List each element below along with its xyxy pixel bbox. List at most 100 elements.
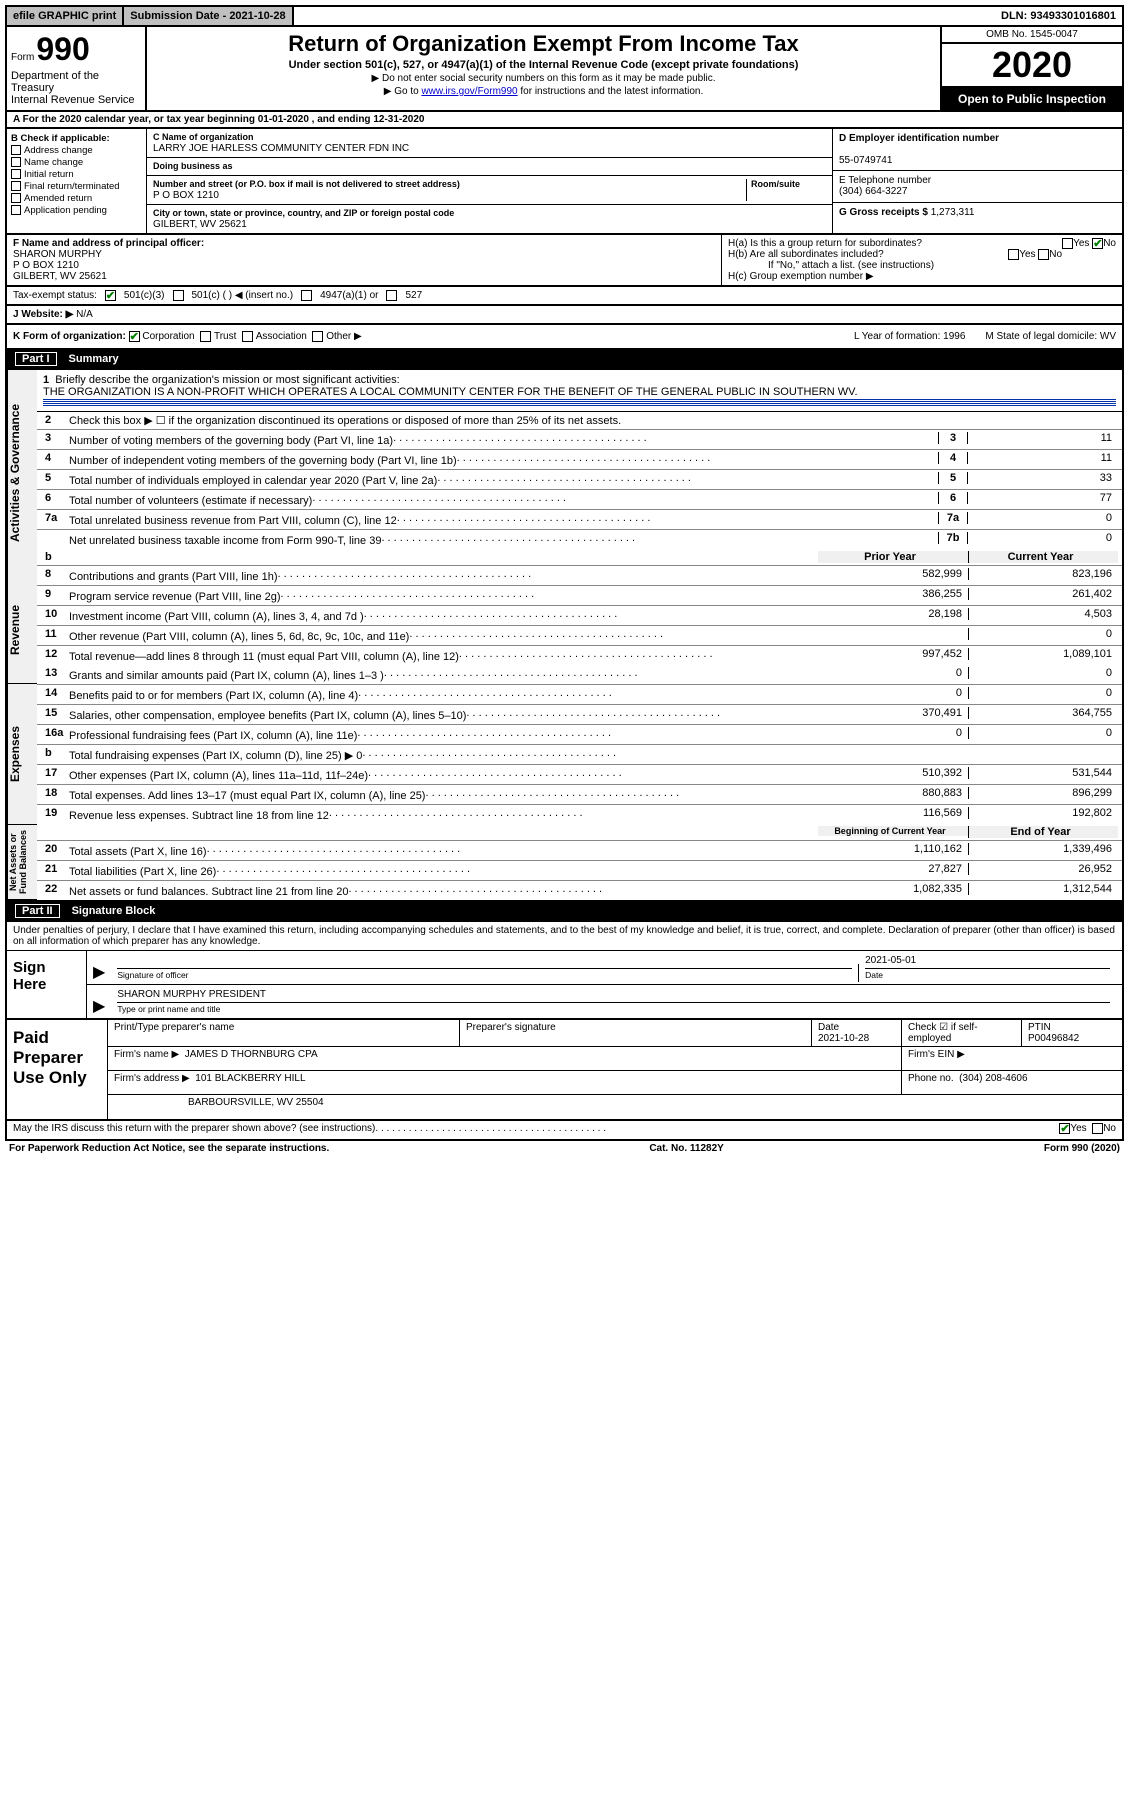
firm-addr2: BARBOURSVILLE, WV 25504 (108, 1095, 1122, 1119)
note-pre: ▶ Go to (384, 86, 422, 97)
opt-501c3: 501(c)(3) (124, 290, 165, 301)
row-website: J Website: ▶ N/A (5, 306, 1124, 325)
chk-final[interactable]: Final return/terminated (11, 181, 142, 192)
discuss-no-chk[interactable] (1092, 1123, 1103, 1134)
chk-address[interactable]: Address change (11, 145, 142, 156)
efile-button[interactable]: efile GRAPHIC print (7, 7, 124, 25)
hb-no[interactable]: No (1049, 249, 1062, 260)
form-title: Return of Organization Exempt From Incom… (151, 31, 936, 57)
col-b: B Check if applicable: Address change Na… (7, 129, 147, 233)
paid-preparer-block: Paid Preparer Use Only Print/Type prepar… (5, 1020, 1124, 1121)
opt-trust: Trust (214, 331, 236, 342)
chk-corp[interactable] (129, 331, 140, 342)
part2-title: Signature Block (72, 905, 156, 917)
sig-date: 2021-05-01 (865, 955, 916, 966)
opt-527: 527 (405, 290, 422, 301)
firm-addr-label: Firm's address ▶ (114, 1073, 190, 1084)
tel-label: E Telephone number (839, 175, 931, 186)
line-4: 4Number of independent voting members of… (37, 450, 1122, 470)
part2-header: Part II Signature Block (5, 902, 1124, 922)
footer-right: Form 990 (2020) (1044, 1143, 1120, 1154)
line-17: 17Other expenses (Part IX, column (A), l… (37, 765, 1122, 785)
year-formation: L Year of formation: 1996 (854, 331, 965, 342)
ein-value: 55-0749741 (839, 155, 892, 166)
dln: DLN: 93493301016801 (995, 7, 1122, 25)
opt-other: Other ▶ (326, 331, 361, 342)
addr-value: P O BOX 1210 (153, 190, 219, 201)
ha-yes[interactable]: Yes (1073, 238, 1089, 249)
mission-text: THE ORGANIZATION IS A NON-PROFIT WHICH O… (43, 386, 858, 398)
line-22: 22Net assets or fund balances. Subtract … (37, 881, 1122, 900)
signature-block: Under penalties of perjury, I declare th… (5, 922, 1124, 1020)
gross-label: G Gross receipts $ (839, 207, 928, 218)
a-text: A For the 2020 calendar year, or tax yea… (13, 114, 424, 125)
page-footer: For Paperwork Reduction Act Notice, see … (5, 1141, 1124, 1156)
part2-num: Part II (15, 904, 60, 918)
row-k: K Form of organization: Corporation Trus… (5, 325, 1124, 350)
side-activities: Activities & Governance (7, 370, 37, 576)
chk-4947[interactable] (301, 290, 312, 301)
ha-no[interactable]: No (1103, 238, 1116, 249)
org-name: LARRY JOE HARLESS COMMUNITY CENTER FDN I… (153, 143, 409, 154)
side-revenue: Revenue (7, 576, 37, 684)
chk-amended[interactable]: Amended return (11, 193, 142, 204)
chk-527[interactable] (386, 290, 397, 301)
ein-label: D Employer identification number (839, 133, 999, 144)
chk-assoc[interactable] (242, 331, 253, 342)
h-note: If "No," attach a list. (see instruction… (728, 260, 1116, 271)
prep-date-label: Date (818, 1022, 839, 1033)
begin-year-hdr: Beginning of Current Year (818, 826, 968, 836)
prior-year-hdr: Prior Year (818, 551, 968, 563)
goto-note: ▶ Go to www.irs.gov/Form990 for instruct… (151, 86, 936, 97)
chk-name[interactable]: Name change (11, 157, 142, 168)
footer-left: For Paperwork Reduction Act Notice, see … (9, 1143, 329, 1154)
chk-501c3[interactable] (105, 290, 116, 301)
col-h: H(a) Is this a group return for subordin… (722, 235, 1122, 285)
end-year-hdr: End of Year (968, 826, 1118, 838)
k-label: K Form of organization: (13, 331, 126, 342)
tax-label: Tax-exempt status: (13, 290, 97, 301)
na-header: Beginning of Current Year End of Year (37, 824, 1122, 841)
firm-phone: (304) 208-4606 (959, 1073, 1027, 1084)
form990-link[interactable]: www.irs.gov/Form990 (421, 86, 517, 97)
officer-printed: SHARON MURPHY PRESIDENT (117, 989, 266, 1000)
line-6: 6Total number of volunteers (estimate if… (37, 490, 1122, 510)
c-name-label: C Name of organization (153, 132, 254, 142)
form-subtitle: Under section 501(c), 527, or 4947(a)(1)… (151, 59, 936, 71)
ha-label: H(a) Is this a group return for subordin… (728, 238, 922, 249)
part1-title: Summary (69, 353, 119, 365)
line-8: 8Contributions and grants (Part VIII, li… (37, 566, 1122, 586)
dept-label: Department of the Treasury (11, 70, 141, 94)
sign-here-label: Sign Here (7, 951, 87, 1018)
prep-name-label: Print/Type preparer's name (114, 1022, 234, 1033)
hb-yes[interactable]: Yes (1019, 249, 1035, 260)
prep-self-employed[interactable]: Check ☑ if self-employed (902, 1020, 1022, 1046)
omb-number: OMB No. 1545-0047 (942, 27, 1122, 44)
open-to-public: Open to Public Inspection (942, 88, 1122, 110)
irs-label: Internal Revenue Service (11, 94, 141, 106)
side-netassets: Net Assets or Fund Balances (7, 825, 37, 900)
form-header: Form 990 Department of the Treasury Inte… (5, 27, 1124, 112)
discuss-yes-chk[interactable] (1059, 1123, 1070, 1134)
chk-pending[interactable]: Application pending (11, 205, 142, 216)
sig-intro: Under penalties of perjury, I declare th… (7, 922, 1122, 950)
opt-assoc: Association (256, 331, 307, 342)
line-2: 2 Check this box ▶ ☐ if the organization… (37, 412, 1122, 430)
form-number: Form 990 (11, 31, 141, 68)
chk-initial[interactable]: Initial return (11, 169, 142, 180)
line-12: 12Total revenue—add lines 8 through 11 (… (37, 646, 1122, 665)
web-value: N/A (76, 309, 93, 320)
officer-addr1: P O BOX 1210 (13, 260, 79, 271)
form-word: Form (11, 52, 34, 63)
f-label: F Name and address of principal officer: (13, 238, 204, 249)
tax-year: 2020 (942, 44, 1122, 88)
rev-header: b Prior Year Current Year (37, 549, 1122, 566)
sig-arrow2-icon: ▶ (93, 996, 105, 1016)
line-7b: Net unrelated business taxable income fr… (37, 530, 1122, 549)
chk-trust[interactable] (200, 331, 211, 342)
top-bar: efile GRAPHIC print Submission Date - 20… (5, 5, 1124, 27)
chk-501c[interactable] (173, 290, 184, 301)
ptin-value: P00496842 (1028, 1033, 1079, 1044)
firm-name: JAMES D THORNBURG CPA (185, 1049, 318, 1060)
chk-other[interactable] (312, 331, 323, 342)
